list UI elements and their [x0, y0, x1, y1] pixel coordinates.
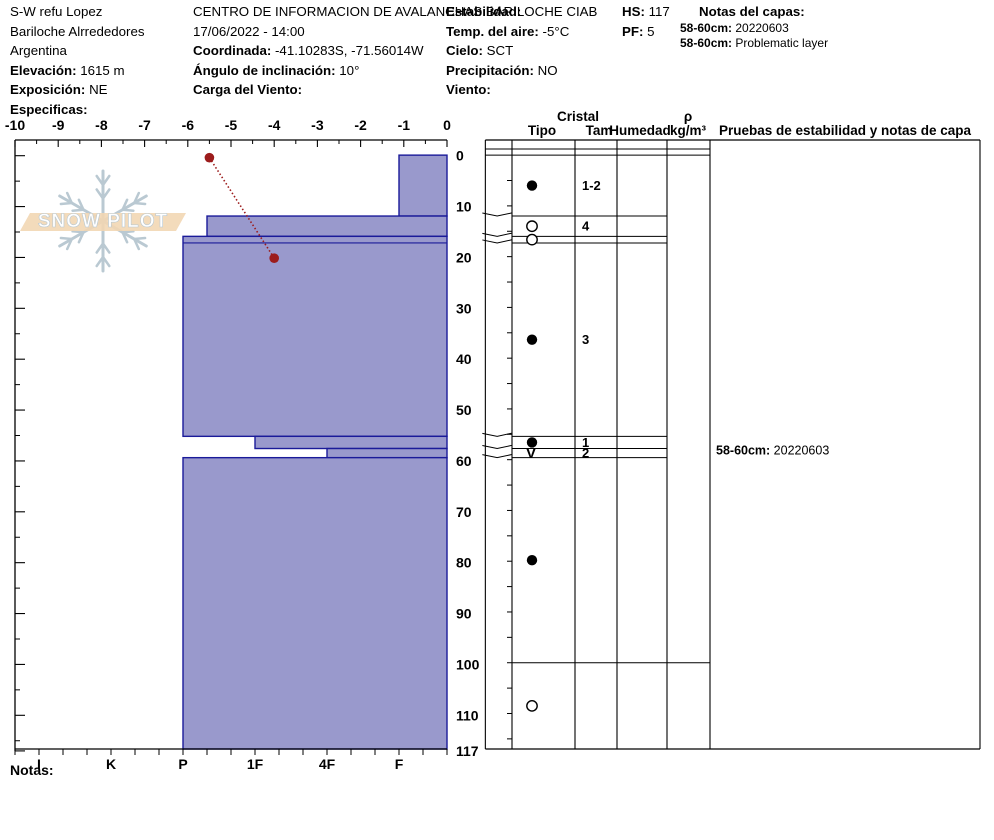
svg-text:1-2: 1-2	[582, 178, 601, 193]
svg-text:60: 60	[456, 453, 472, 469]
svg-text:Humedad: Humedad	[609, 123, 671, 138]
svg-text:0: 0	[443, 117, 451, 133]
svg-text:P: P	[178, 756, 187, 772]
svg-text:58-60cm: 20220603: 58-60cm: 20220603	[716, 444, 829, 458]
svg-text:ρ: ρ	[684, 109, 692, 124]
svg-text:90: 90	[456, 606, 472, 622]
svg-text:-6: -6	[182, 117, 195, 133]
svg-text:-1: -1	[398, 117, 411, 133]
svg-text:10: 10	[456, 199, 472, 215]
svg-text:K: K	[106, 756, 116, 772]
svg-text:-3: -3	[311, 117, 324, 133]
svg-text:Pruebas de estabilidad y notas: Pruebas de estabilidad y notas de capa	[719, 123, 972, 138]
svg-text:2: 2	[582, 446, 589, 461]
svg-text:1F: 1F	[247, 756, 264, 772]
svg-text:Notas:: Notas:	[10, 762, 54, 778]
svg-text:Cristal: Cristal	[557, 109, 599, 124]
svg-text:SNOW PILOT: SNOW PILOT	[38, 211, 168, 232]
svg-text:100: 100	[456, 656, 480, 672]
svg-text:Tipo: Tipo	[528, 123, 556, 138]
svg-text:-5: -5	[225, 117, 238, 133]
svg-text:117: 117	[456, 743, 479, 759]
svg-text:110: 110	[456, 707, 479, 723]
svg-text:F: F	[395, 756, 404, 772]
svg-text:40: 40	[456, 351, 472, 367]
svg-text:80: 80	[456, 555, 472, 571]
svg-text:0: 0	[456, 148, 464, 164]
svg-text:70: 70	[456, 504, 472, 520]
svg-text:4: 4	[582, 219, 590, 234]
svg-text:20: 20	[456, 249, 472, 265]
svg-text:V: V	[526, 445, 536, 462]
svg-text:kg/m³: kg/m³	[670, 123, 707, 138]
svg-text:-2: -2	[354, 117, 367, 133]
svg-text:-4: -4	[268, 117, 281, 133]
svg-text:30: 30	[456, 300, 472, 316]
svg-text:3: 3	[582, 332, 589, 347]
svg-text:50: 50	[456, 402, 472, 418]
svg-text:4F: 4F	[319, 756, 336, 772]
